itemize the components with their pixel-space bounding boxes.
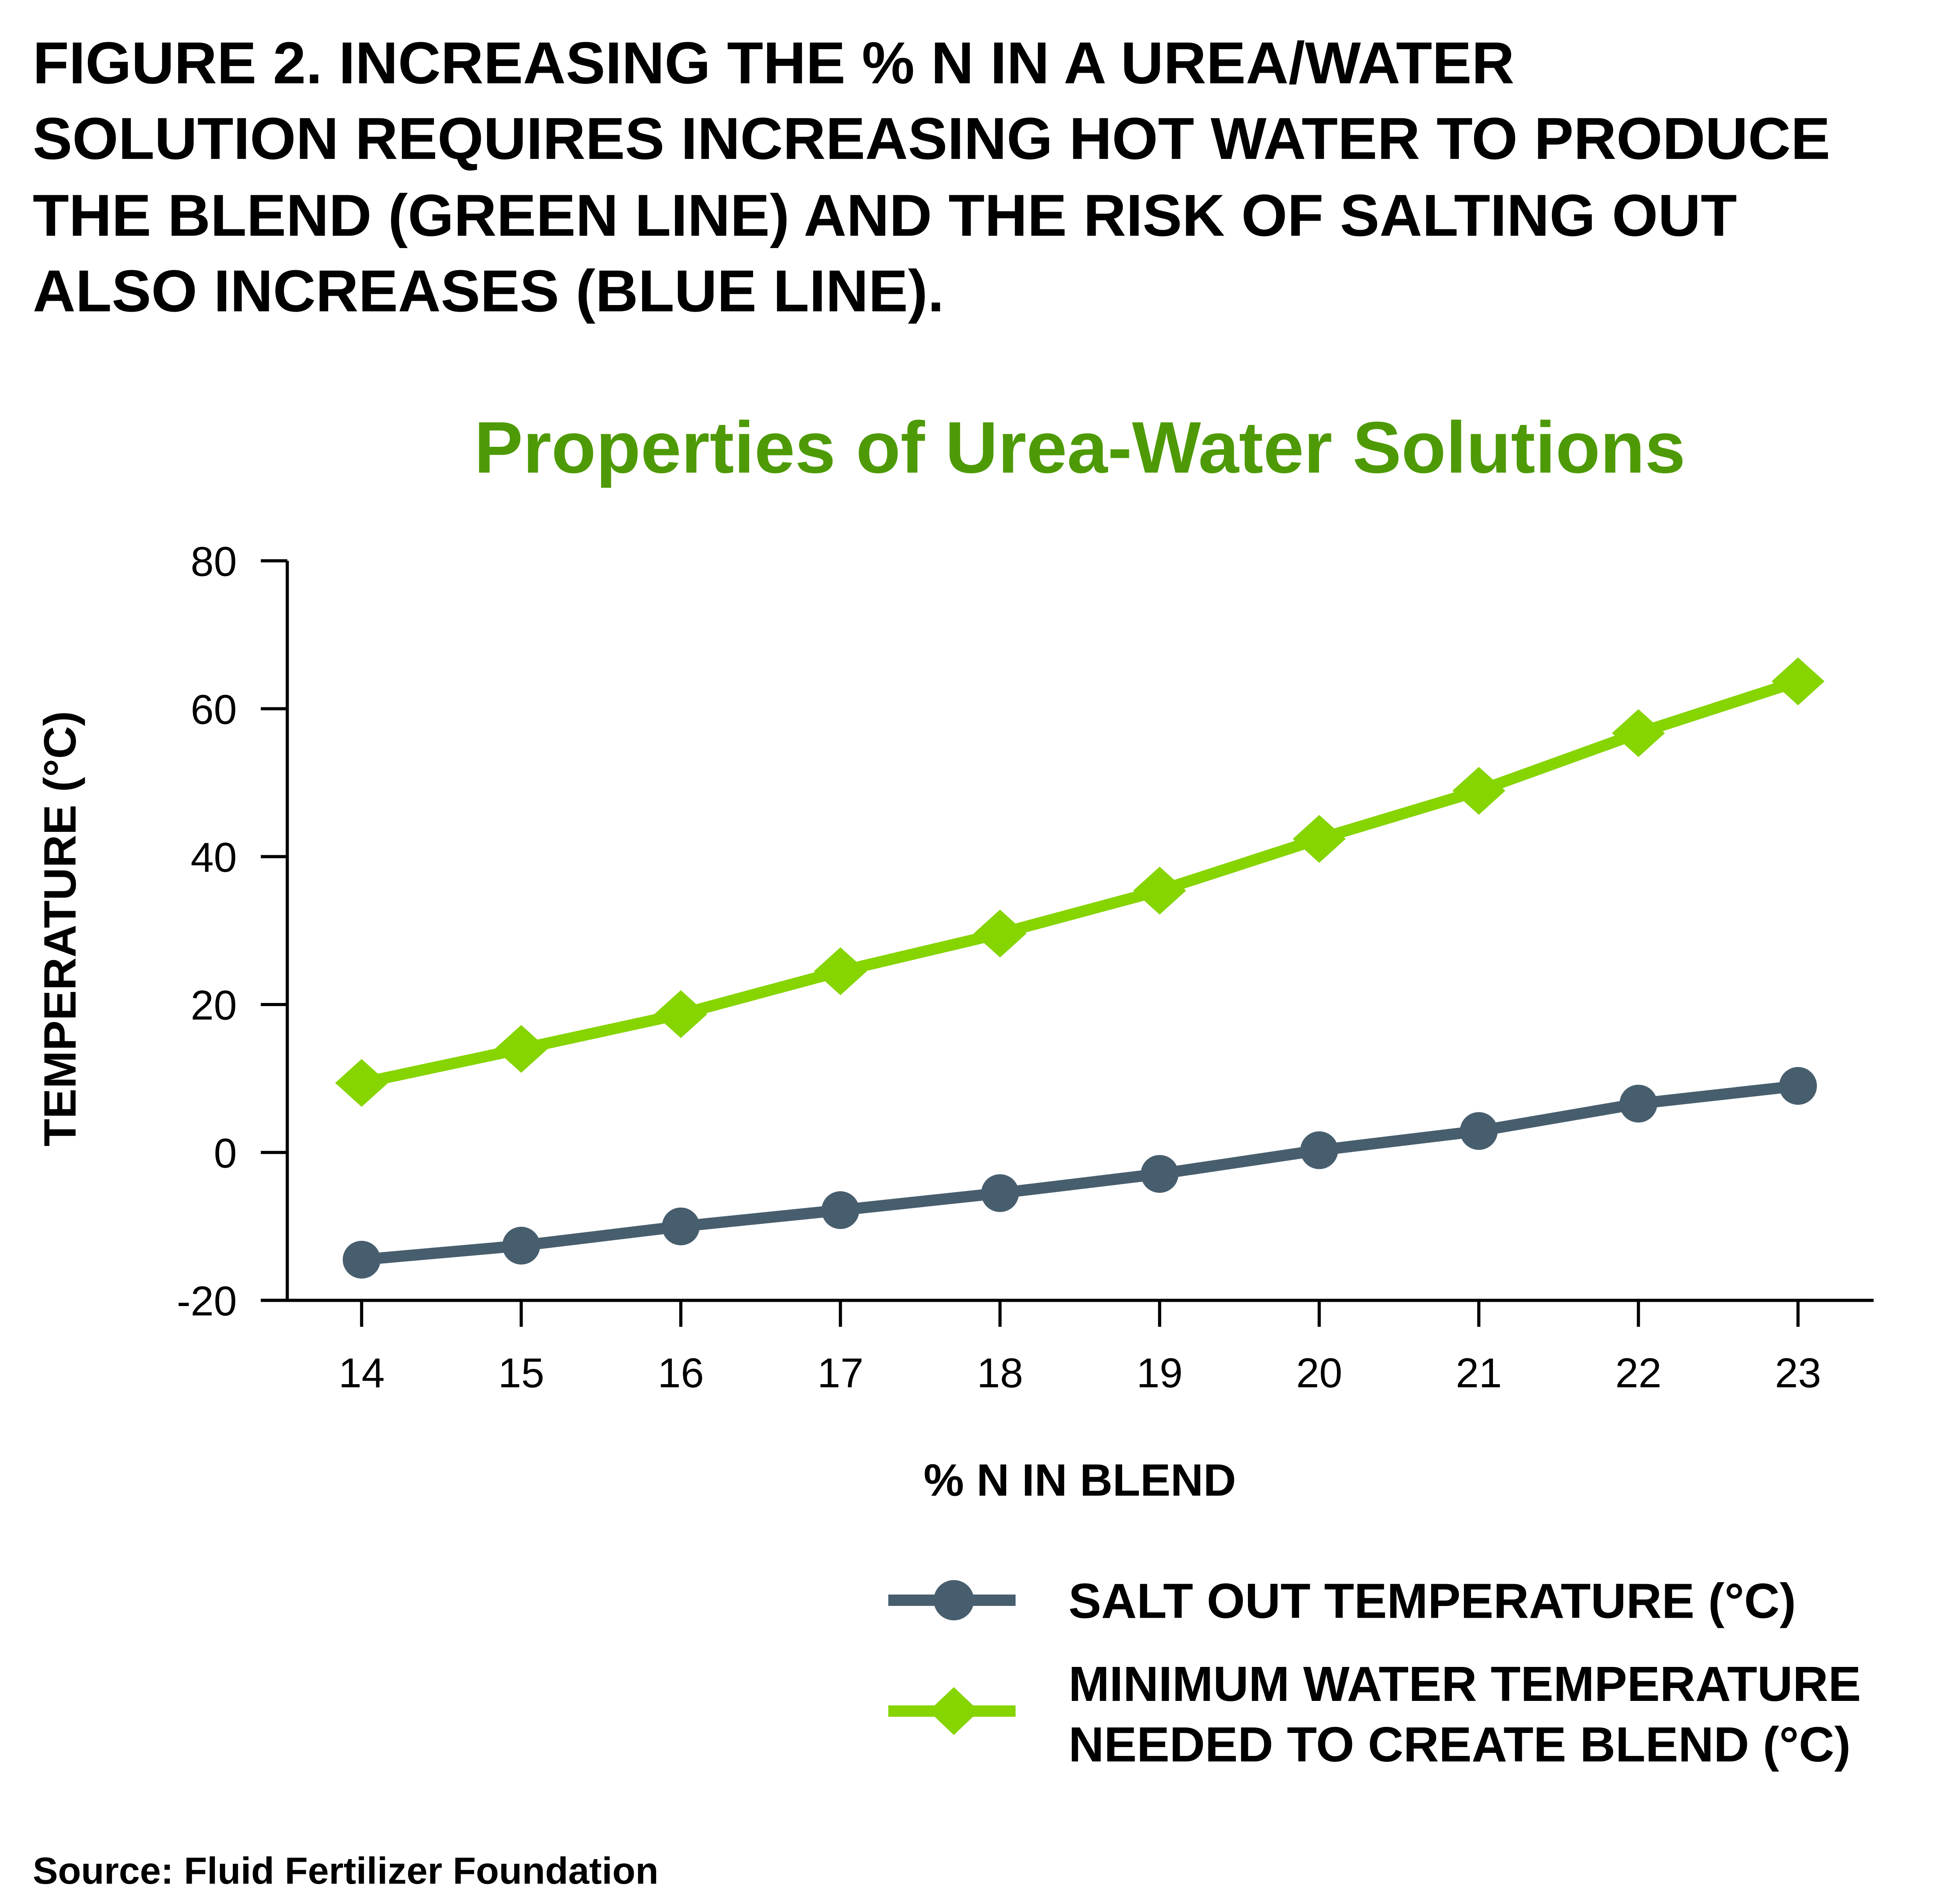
x-tick-label: 22 bbox=[1615, 1350, 1661, 1396]
diamond-marker-icon bbox=[928, 1687, 979, 1735]
y-tick-label: 20 bbox=[191, 982, 237, 1029]
legend-label-salt-out: SALT OUT TEMPERATURE (°C) bbox=[1068, 1573, 1796, 1628]
data-point-circle bbox=[1141, 1155, 1179, 1193]
data-point-circle bbox=[1300, 1131, 1338, 1169]
data-point-circle bbox=[502, 1226, 540, 1265]
data-point-circle bbox=[981, 1174, 1019, 1212]
data-point-diamond bbox=[494, 1025, 548, 1073]
data-point-diamond bbox=[1771, 657, 1824, 705]
y-tick-label: -20 bbox=[177, 1278, 237, 1324]
y-tick-label: 0 bbox=[214, 1130, 237, 1176]
y-tick-label: 60 bbox=[191, 686, 237, 733]
y-tick-label: 40 bbox=[191, 834, 237, 881]
data-point-diamond bbox=[335, 1059, 388, 1107]
data-point-diamond bbox=[654, 990, 707, 1038]
caption-line-4: ALSO INCREASES (BLUE LINE). bbox=[33, 258, 944, 324]
x-tick-label: 14 bbox=[339, 1350, 385, 1396]
series-line bbox=[360, 676, 1800, 1089]
data-point-diamond bbox=[814, 947, 867, 996]
data-point-circle bbox=[1460, 1112, 1498, 1150]
y-tick-label: 80 bbox=[191, 539, 237, 585]
data-point-circle bbox=[1619, 1085, 1658, 1123]
x-tick-label: 23 bbox=[1775, 1350, 1821, 1396]
data-point-diamond bbox=[973, 909, 1026, 958]
x-tick-label: 19 bbox=[1137, 1350, 1183, 1396]
caption-line-1: FIGURE 2. INCREASING THE % N IN A UREA/W… bbox=[33, 30, 1514, 96]
data-point-diamond bbox=[1292, 815, 1346, 863]
series-layer bbox=[335, 657, 1824, 1279]
legend-item-salt-out: SALT OUT TEMPERATURE (°C) bbox=[888, 1573, 1796, 1628]
data-point-circle bbox=[662, 1207, 700, 1246]
legend-item-min-water: MINIMUM WATER TEMPERATURE NEEDED TO CREA… bbox=[888, 1656, 1861, 1772]
data-point-diamond bbox=[1612, 709, 1665, 757]
axes bbox=[261, 560, 1874, 1302]
x-axis-label: % N IN BLEND bbox=[924, 1454, 1236, 1505]
caption-line-3: THE BLEND (GREEN LINE) AND THE RISK OF S… bbox=[33, 183, 1737, 249]
x-tick-label: 21 bbox=[1456, 1350, 1502, 1396]
y-axis-label: TEMPERATURE (°C) bbox=[35, 711, 86, 1146]
series-min-water bbox=[335, 657, 1824, 1107]
series-line bbox=[361, 1080, 1799, 1265]
x-tick-label: 20 bbox=[1296, 1350, 1342, 1396]
x-ticks: 14 15 16 17 18 19 20 21 22 23 bbox=[339, 1300, 1821, 1396]
data-point-circle bbox=[1779, 1067, 1817, 1105]
legend: SALT OUT TEMPERATURE (°C) MINIMUM WATER … bbox=[888, 1573, 1861, 1772]
data-point-circle bbox=[821, 1191, 859, 1229]
x-tick-label: 18 bbox=[977, 1350, 1023, 1396]
data-point-diamond bbox=[1133, 867, 1186, 915]
chart-title: Properties of Urea-Water Solutions bbox=[474, 407, 1685, 488]
series-salt-out bbox=[343, 1067, 1817, 1279]
data-point-diamond bbox=[1452, 767, 1505, 815]
figure-caption: FIGURE 2. INCREASING THE % N IN A UREA/W… bbox=[33, 30, 1830, 324]
circle-marker-icon bbox=[934, 1580, 974, 1620]
x-tick-label: 15 bbox=[498, 1350, 544, 1396]
legend-label-min-water-line-2: NEEDED TO CREATE BLEND (°C) bbox=[1068, 1717, 1851, 1772]
source-note: Source: Fluid Fertilizer Foundation bbox=[33, 1849, 659, 1892]
data-point-circle bbox=[343, 1240, 381, 1279]
x-tick-label: 16 bbox=[658, 1350, 704, 1396]
y-ticks: 80 60 40 20 0 -20 bbox=[177, 539, 287, 1324]
caption-line-2: SOLUTION REQUIRES INCREASING HOT WATER T… bbox=[33, 106, 1830, 172]
x-tick-label: 17 bbox=[817, 1350, 863, 1396]
legend-label-min-water-line-1: MINIMUM WATER TEMPERATURE bbox=[1068, 1656, 1861, 1711]
